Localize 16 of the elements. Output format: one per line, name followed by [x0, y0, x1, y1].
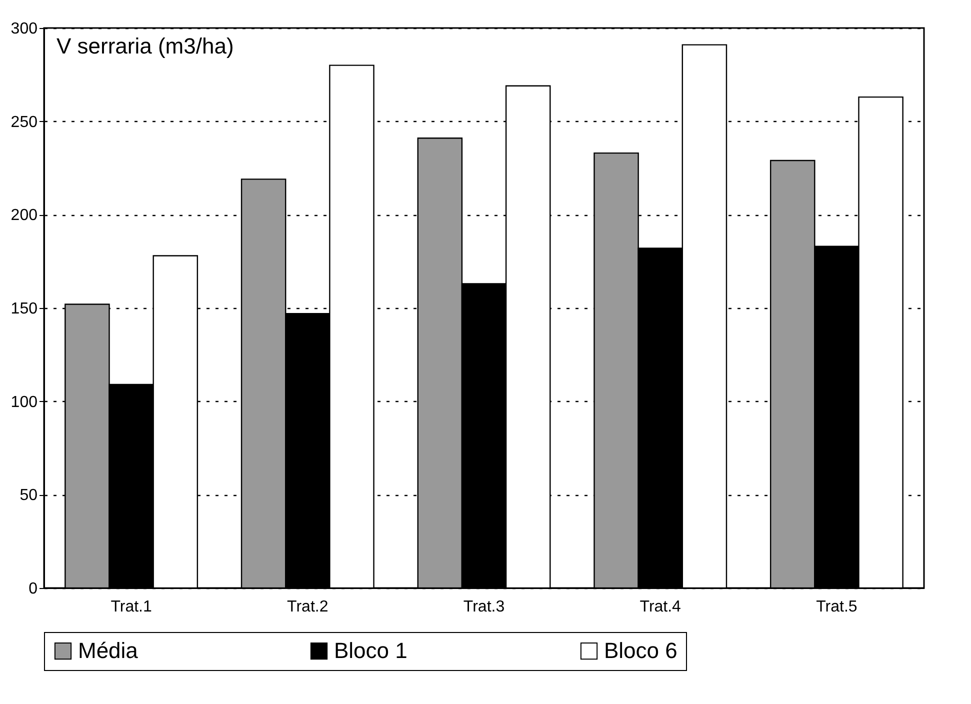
x-tick-label: Trat.2 [287, 598, 328, 616]
y-tick-label: 300 [10, 20, 38, 38]
y-tick-label: 200 [10, 207, 38, 224]
x-tick-label: Trat.4 [640, 598, 682, 616]
legend-label: Média [78, 638, 139, 663]
legend-label: Bloco 1 [334, 638, 408, 663]
x-tick-label: Trat.3 [463, 598, 505, 616]
y-axis-title: V serraria (m3/ha) [56, 34, 234, 58]
y-tick-label: 0 [28, 580, 38, 598]
y-tick-label: 50 [20, 487, 38, 504]
x-tick-label: Trat.1 [110, 598, 152, 616]
legend-label: Bloco 6 [604, 638, 678, 663]
y-tick-label: 250 [10, 114, 38, 131]
y-tick-label: 150 [10, 300, 38, 318]
x-tick-label: Trat.5 [816, 598, 858, 616]
y-tick-label: 100 [10, 394, 38, 411]
